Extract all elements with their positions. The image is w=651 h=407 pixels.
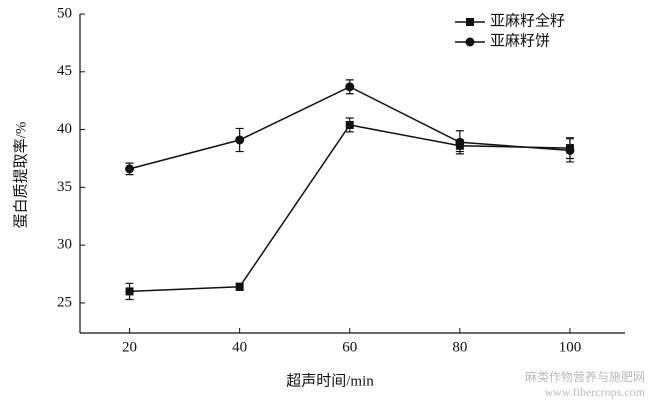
x-tick-label: 80 (452, 339, 467, 355)
watermark: 麻类作物营养与施肥网 (525, 369, 645, 384)
x-tick-label: 20 (122, 339, 137, 355)
marker (455, 137, 465, 147)
y-tick-label: 25 (57, 294, 72, 310)
x-axis-label: 超声时间/min (286, 371, 374, 389)
y-tick-label: 50 (57, 5, 72, 21)
y-tick-label: 30 (57, 237, 72, 253)
y-tick-label: 35 (57, 179, 72, 195)
y-tick-label: 45 (57, 63, 72, 79)
x-tick-label: 100 (559, 339, 582, 355)
marker (125, 164, 135, 174)
x-tick-label: 60 (342, 339, 357, 355)
marker (345, 82, 355, 92)
legend-label: 亚麻籽饼 (490, 32, 550, 49)
y-axis-label: 蛋白质提取率/% (12, 122, 29, 229)
x-tick-label: 40 (232, 339, 247, 355)
watermark: www.fibercrops.com (544, 385, 645, 399)
marker (235, 282, 244, 291)
marker (235, 135, 245, 145)
marker (345, 120, 354, 129)
legend-label: 亚麻籽全籽 (490, 11, 565, 29)
marker (125, 287, 134, 296)
y-tick-label: 40 (57, 121, 72, 137)
legend-marker (466, 18, 474, 26)
legend-marker (465, 37, 475, 47)
marker (565, 145, 575, 155)
